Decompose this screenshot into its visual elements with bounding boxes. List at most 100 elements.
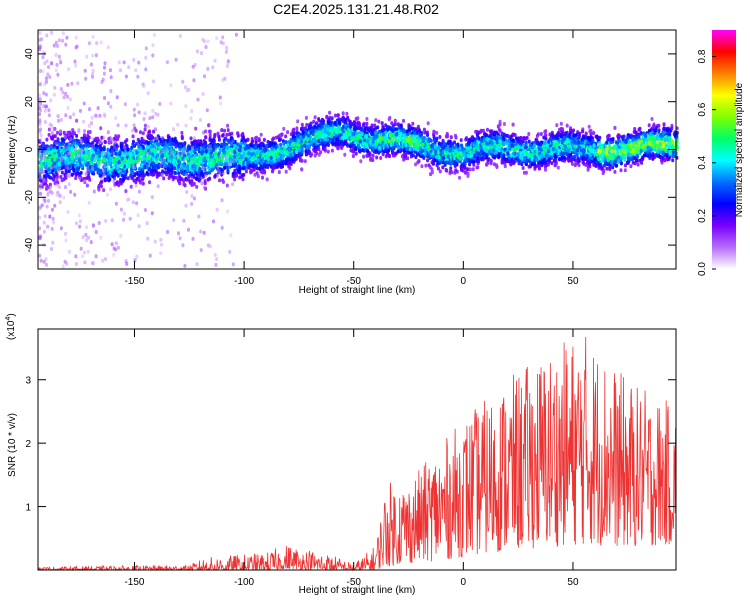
spectrogram-point: [60, 170, 64, 175]
spectrogram-point: [143, 123, 147, 128]
spectrogram-point: [602, 169, 606, 174]
spectrogram-point: [208, 129, 211, 134]
spectrogram-point: [272, 136, 276, 141]
spectrogram-point: [393, 118, 397, 123]
spectrogram-point: [453, 170, 457, 175]
spectrogram-point: [197, 178, 201, 183]
spectrogram-point: [91, 171, 95, 176]
spectrogram-point: [631, 160, 635, 165]
spectrogram-point: [341, 111, 345, 116]
spectrogram-point: [67, 169, 71, 174]
spectrogram-point: [638, 126, 642, 131]
spectrogram-point: [300, 122, 304, 127]
spectrogram-point: [313, 153, 317, 158]
spectrogram-point: [317, 118, 321, 123]
spectrogram-point: [218, 178, 221, 183]
spectrogram-point: [465, 136, 468, 141]
spectrogram-point: [75, 118, 79, 123]
spectrogram-point: [75, 133, 79, 138]
spectrogram-point: [454, 145, 458, 150]
spectrogram-point: [174, 175, 178, 180]
spectrogram-point: [97, 160, 101, 165]
spectrogram-point: [426, 158, 430, 163]
spectrogram-point: [449, 166, 453, 171]
spectrogram-point: [47, 127, 51, 132]
spectrogram-point: [228, 132, 232, 137]
spectrogram-point: [344, 138, 348, 143]
spectrogram-point: [550, 161, 554, 166]
spectrogram-point: [570, 161, 574, 166]
spectrogram-point: [141, 131, 145, 136]
spectrogram-point: [436, 166, 440, 171]
spectrogram-point: [258, 166, 262, 171]
spectrogram-point: [435, 130, 439, 135]
spectrogram-point: [303, 159, 307, 164]
spectrogram-point: [424, 163, 428, 168]
spectrogram-point: [368, 128, 372, 132]
spectrogram-point: [449, 135, 453, 140]
spectrogram-point: [253, 172, 257, 177]
spectrogram-point: [72, 168, 76, 172]
spectrogram-point: [78, 158, 81, 163]
spectrogram-point: [44, 169, 48, 174]
spectrogram-point: [126, 176, 130, 181]
spectrogram-point: [441, 165, 445, 170]
spectrogram-point: [633, 127, 637, 131]
spectrogram-point: [114, 171, 118, 176]
spectrogram-point: [304, 115, 308, 120]
spectrogram-point: [354, 147, 358, 152]
spectrogram-point: [466, 167, 470, 172]
spectrogram-point: [250, 137, 254, 141]
spectrogram-points: [38, 30, 679, 269]
spectrogram-point: [570, 155, 574, 160]
spectrogram-point: [597, 165, 601, 170]
spectrogram-point: [521, 166, 525, 170]
spectrogram-point: [524, 136, 528, 141]
spectrogram-point: [374, 118, 378, 123]
spectrogram-point: [102, 188, 106, 193]
spectrogram-point: [213, 174, 217, 179]
spectrogram-point: [208, 133, 212, 138]
spectrogram-point: [45, 137, 49, 142]
spectrogram-point: [592, 131, 596, 135]
spectrogram-point: [500, 131, 504, 136]
spectrogram-point: [162, 176, 166, 181]
spectrogram-point: [577, 134, 581, 139]
spectrogram-point: [257, 137, 261, 142]
spectrogram-point: [226, 128, 230, 133]
spectrogram-point: [468, 162, 472, 167]
spectrogram-point: [140, 177, 144, 182]
spectrogram-point: [631, 157, 635, 161]
spectrogram-point: [145, 170, 149, 175]
spectrogram-point: [148, 180, 152, 185]
spectrogram-point: [79, 170, 83, 175]
spectrogram-point: [317, 152, 321, 157]
spectrogram-point: [365, 117, 369, 121]
spectrogram-point: [584, 131, 588, 136]
spectrogram-point: [429, 138, 433, 143]
spectrogram-point: [586, 167, 590, 172]
spectrogram-point: [647, 123, 651, 128]
figure-title: C2E4.2025.131.21.48.R02: [273, 1, 439, 17]
spectrogram-point: [619, 168, 623, 173]
spectrogram-point: [326, 149, 330, 154]
spectrogram-point: [438, 135, 442, 139]
spectrogram-point: [279, 142, 283, 147]
spectrogram-point: [555, 123, 559, 128]
spectrogram-point: [131, 134, 135, 139]
spectrogram-point: [329, 121, 333, 125]
spectrogram-point: [133, 173, 137, 178]
spectrogram-point: [226, 165, 229, 170]
spectrogram-point: [152, 172, 156, 177]
spectrogram-point: [371, 153, 375, 158]
spectrogram-point: [605, 140, 609, 145]
spectrogram-point: [217, 152, 221, 157]
spectrogram-point: [626, 133, 630, 137]
spectrogram-point: [340, 146, 344, 150]
spectrogram-point: [132, 139, 135, 144]
spectrogram-point: [636, 162, 640, 167]
spectrogram-point: [225, 183, 229, 188]
spectrogram-point: [667, 157, 671, 161]
